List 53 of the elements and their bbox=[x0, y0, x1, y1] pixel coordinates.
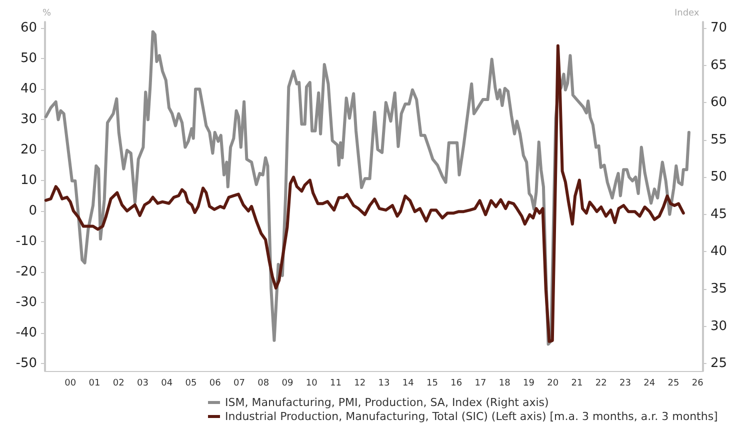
x-tick-label: 15 bbox=[426, 378, 438, 388]
y-axis-title: % bbox=[42, 8, 52, 18]
x-tick-label: 10 bbox=[306, 378, 318, 388]
x-tick-label: 16 bbox=[450, 378, 462, 388]
legend-label: Industrial Production, Manufacturing, Total (SIC) (Left axis) [m.a. 3 months, a.r. 3 months] bbox=[225, 410, 718, 423]
x-tick-label: 25 bbox=[668, 378, 680, 388]
x-tick-label: 07 bbox=[233, 378, 245, 388]
y-tick-label: -20 bbox=[16, 264, 37, 280]
x-tick-label: 24 bbox=[644, 378, 656, 388]
y-tick-label: 50 bbox=[20, 51, 37, 66]
x-tick-label: 12 bbox=[354, 378, 366, 388]
y2-tick-label: 50 bbox=[710, 170, 728, 185]
x-tick-label: 18 bbox=[498, 378, 511, 388]
x-tick-label: 05 bbox=[185, 378, 197, 388]
x-tick-label: 02 bbox=[112, 378, 124, 388]
x-tick-label: 06 bbox=[209, 378, 222, 388]
y-tick-label: -30 bbox=[16, 294, 37, 310]
x-tick-label: 13 bbox=[378, 378, 390, 388]
x-tick-label: 23 bbox=[620, 378, 631, 388]
x-tick-label: 22 bbox=[595, 378, 607, 388]
y2-tick-label: 45 bbox=[710, 206, 728, 222]
y2-tick-label: 30 bbox=[710, 318, 728, 334]
y2-tick-label: 70 bbox=[710, 20, 728, 36]
x-tick-label: 26 bbox=[692, 378, 704, 388]
y-tick-label: 40 bbox=[20, 82, 37, 97]
x-tick-label: 04 bbox=[161, 378, 173, 388]
y2-tick-label: 60 bbox=[710, 95, 728, 110]
x-tick-label: 11 bbox=[330, 378, 342, 388]
x-tick-label: 08 bbox=[258, 378, 270, 388]
x-tick-label: 00 bbox=[64, 378, 76, 388]
x-tick-label: 14 bbox=[402, 378, 414, 388]
x-tick-label: 21 bbox=[571, 378, 583, 388]
y2-axis-title: Index bbox=[674, 8, 700, 18]
x-tick-label: 03 bbox=[136, 378, 148, 388]
y-tick-label: 20 bbox=[20, 142, 37, 158]
y2-tick-label: 40 bbox=[710, 244, 728, 260]
x-tick-label: 01 bbox=[88, 378, 100, 388]
legend-label: ISM, Manufacturing, PMI, Production, SA, Index (Right axis) bbox=[225, 396, 549, 409]
x-tick-label: 19 bbox=[523, 378, 535, 388]
y2-tick-label: 25 bbox=[710, 356, 728, 372]
x-tick-label: 20 bbox=[547, 378, 559, 388]
y2-tick-label: 65 bbox=[710, 58, 728, 73]
x-tick-label: 17 bbox=[474, 378, 486, 388]
y-tick-label: -10 bbox=[16, 234, 37, 249]
y-tick-label: -40 bbox=[16, 325, 37, 340]
y-tick-label: 10 bbox=[20, 173, 37, 188]
y-tick-label: 30 bbox=[20, 112, 37, 128]
y2-tick-label: 35 bbox=[710, 281, 728, 296]
y2-tick-label: 55 bbox=[710, 132, 728, 148]
x-tick-label: 09 bbox=[282, 378, 294, 388]
y-tick-label: -50 bbox=[16, 356, 37, 371]
y-tick-label: 0 bbox=[28, 203, 37, 218]
y-tick-label: 60 bbox=[20, 20, 37, 36]
